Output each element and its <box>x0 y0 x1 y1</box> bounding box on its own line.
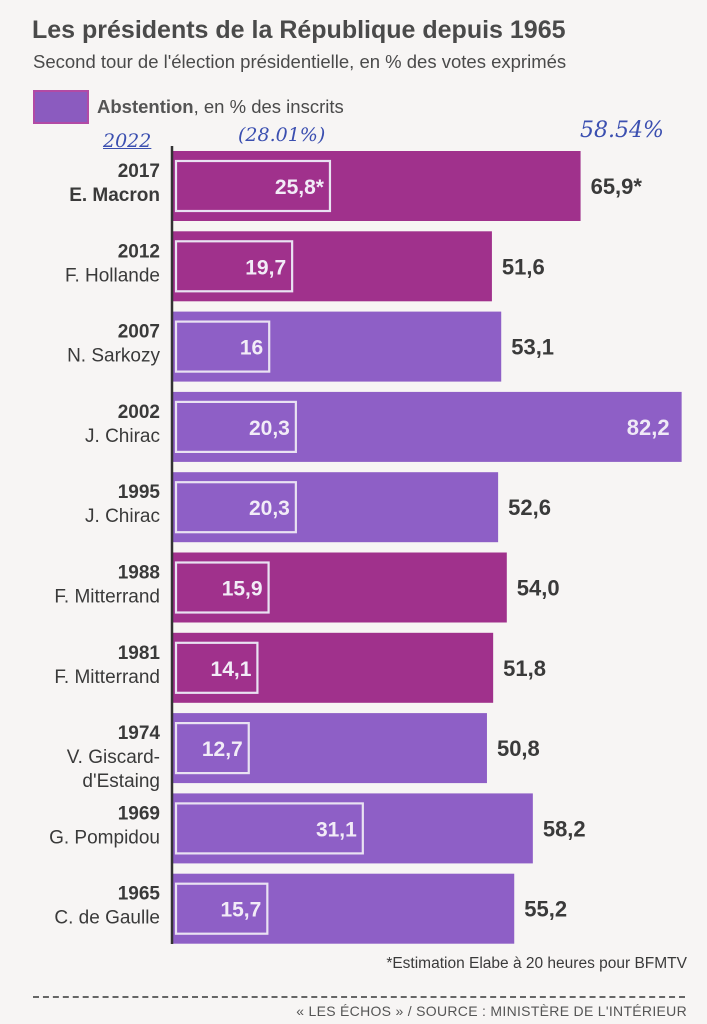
category-year-label: 2017 <box>118 161 160 182</box>
category-name-label: d'Estaing <box>82 771 160 792</box>
footnote: *Estimation Elabe à 20 heures pour BFMTV <box>386 955 687 972</box>
category-name-label: E. Macron <box>69 185 160 206</box>
abstention-value-label: 15,9 <box>222 578 263 601</box>
handwritten-year: 2022 <box>103 130 152 152</box>
category-name-label: F. Mitterrand <box>54 667 160 688</box>
category-name-label: N. Sarkozy <box>67 346 160 367</box>
bar-abstention <box>174 561 270 614</box>
abstention-value-label: 15,7 <box>220 899 261 922</box>
category-name-label: G. Pompidou <box>49 827 160 848</box>
total-value-label: 58,2 <box>543 816 586 841</box>
category-name-label: J. Chirac <box>85 426 160 447</box>
category-year-label: 1969 <box>118 803 160 824</box>
total-value-label: 51,8 <box>503 656 546 681</box>
legend-label: Abstention, en % des inscrits <box>97 96 344 118</box>
bar-abstention <box>174 240 294 293</box>
total-value-label: 65,9* <box>591 174 643 199</box>
total-value-label: 50,8 <box>497 736 540 761</box>
category-year-label: 2007 <box>118 322 160 343</box>
legend-label-bold: Abstention <box>97 96 194 117</box>
category-name-label: V. Giscard- <box>67 747 160 768</box>
divider <box>33 996 685 998</box>
abstention-value-label: 19,7 <box>245 256 286 279</box>
abstention-value-label: 25,8* <box>275 176 325 199</box>
bar-total <box>172 151 581 221</box>
bar-total <box>172 391 682 462</box>
total-value-label: 82,2 <box>627 415 670 440</box>
category-name-label: F. Hollande <box>65 265 160 286</box>
bar-abstention <box>174 641 259 694</box>
source-credit: « LES ÉCHOS » / SOURCE : MINISTÈRE DE L'… <box>296 1003 687 1019</box>
abstention-value-label: 20,3 <box>249 417 290 440</box>
total-value-label: 51,6 <box>502 254 545 279</box>
category-name-label: J. Chirac <box>85 506 160 527</box>
bar-abstention <box>174 400 297 453</box>
legend-swatch-abstention <box>33 90 89 124</box>
category-name-label: F. Mitterrand <box>54 587 160 608</box>
bar-total <box>172 231 492 302</box>
total-value-label: 55,2 <box>524 897 567 922</box>
abstention-value-label: 16 <box>240 337 263 360</box>
category-year-label: 1974 <box>118 723 161 744</box>
total-value-label: 52,6 <box>508 495 551 520</box>
bar-total <box>172 873 515 944</box>
handwritten-total: 58.54% <box>580 118 664 143</box>
bar-total <box>172 793 533 864</box>
chart-title: Les présidents de la République depuis 1… <box>32 16 566 44</box>
abstention-value-label: 12,7 <box>202 738 243 761</box>
bar-abstention <box>174 320 271 373</box>
category-name-label: C. de Gaulle <box>54 908 160 929</box>
total-value-label: 53,1 <box>511 335 554 360</box>
category-year-label: 2012 <box>118 241 160 262</box>
bar-total <box>172 632 494 703</box>
bar-abstention <box>174 721 250 775</box>
bar-total <box>172 311 502 382</box>
abstention-value-label: 14,1 <box>211 658 252 681</box>
abstention-value-label: 31,1 <box>316 818 357 841</box>
category-year-label: 1988 <box>118 563 160 584</box>
category-year-label: 1981 <box>118 643 161 664</box>
bar-abstention <box>174 802 364 855</box>
category-year-label: 2002 <box>118 402 160 423</box>
category-year-label: 1965 <box>118 884 161 905</box>
bar-total <box>172 472 499 543</box>
handwritten-abstention: (28.01%) <box>238 124 326 146</box>
bar-abstention <box>174 481 297 534</box>
legend-label-rest: , en % des inscrits <box>193 96 344 117</box>
abstention-value-label: 20,3 <box>249 497 290 520</box>
chart-subtitle: Second tour de l'élection présidentielle… <box>33 51 567 72</box>
total-value-label: 54,0 <box>517 576 560 601</box>
category-year-label: 1995 <box>118 482 161 503</box>
bar-abstention <box>174 159 332 213</box>
bar-total <box>172 713 487 784</box>
bar-abstention <box>174 882 269 935</box>
bar-total <box>172 552 507 623</box>
